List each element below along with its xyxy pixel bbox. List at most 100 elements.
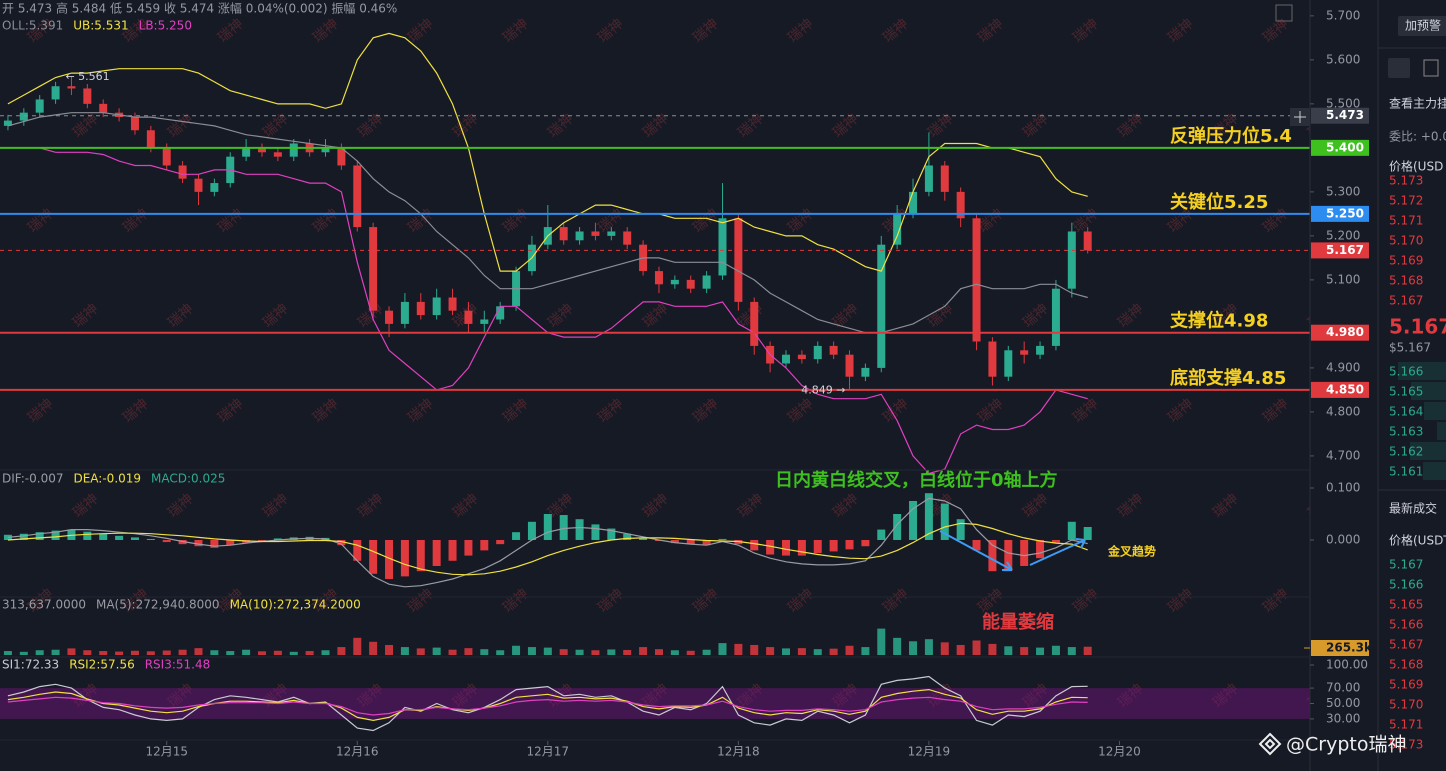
- macd-bar: [273, 538, 282, 540]
- candle-body: [988, 341, 997, 377]
- volume-bar: [543, 647, 552, 655]
- volume-bar: [623, 649, 632, 655]
- candle-body: [877, 244, 886, 368]
- trade-price: 5.171: [1389, 718, 1423, 732]
- price-tag-label: 5.400: [1326, 140, 1364, 154]
- ask-price: 5.168: [1389, 274, 1423, 288]
- macd-bar: [924, 493, 933, 540]
- trades-header: 价格(USDT: [1389, 533, 1446, 548]
- volume-bar: [1036, 647, 1045, 655]
- candle-body: [1067, 231, 1076, 289]
- macd-bar: [623, 533, 632, 540]
- volume-bar: [1004, 646, 1013, 655]
- volume-bar: [51, 649, 60, 655]
- depth-icon[interactable]: [1423, 59, 1439, 77]
- volume-bar: [956, 644, 965, 655]
- volume-bar: [321, 650, 330, 655]
- macd-bar: [480, 539, 489, 551]
- volume-bar: [734, 643, 743, 655]
- macd-bar: [385, 539, 394, 579]
- depth-title: 查看主力挂: [1389, 97, 1446, 111]
- price-tag-label: 4.850: [1326, 382, 1364, 396]
- macd-bar: [861, 539, 870, 547]
- volume-bar: [845, 645, 854, 655]
- expand-icon[interactable]: [1275, 4, 1293, 22]
- bid-depth: [1423, 462, 1446, 480]
- macd-bar: [512, 532, 521, 540]
- level-label: 关键位5.25: [1170, 191, 1268, 213]
- y-tick-label: 5.300: [1326, 184, 1360, 198]
- macd-bar: [448, 539, 457, 561]
- macd-bar: [1051, 539, 1060, 543]
- candle-body: [273, 152, 282, 157]
- volume-bar: [289, 651, 298, 655]
- crosshair-button[interactable]: [1290, 108, 1310, 126]
- volume-bar: [178, 649, 187, 655]
- legend-entry: OLL:5.391: [2, 19, 63, 33]
- price-header: 价格(USD: [1389, 159, 1443, 174]
- ask-price: 5.170: [1389, 234, 1423, 248]
- sidebar-button[interactable]: 加预警: [1398, 16, 1446, 36]
- candle-body: [337, 147, 346, 166]
- bid-price: 5.163: [1389, 425, 1423, 439]
- depth-icon[interactable]: [1388, 58, 1410, 78]
- macd-bar: [496, 539, 505, 545]
- bid-depth: [1424, 402, 1446, 420]
- candle-body: [353, 165, 362, 228]
- price-tag-label: 5.167: [1326, 243, 1364, 257]
- y-tick-label: 50.00: [1326, 696, 1360, 710]
- indicator-line: [7, 675, 1088, 732]
- macd-bar: [226, 539, 235, 546]
- macd-bar: [464, 539, 473, 556]
- macd-bar: [194, 539, 203, 547]
- candle-body: [369, 227, 378, 311]
- macd-bar: [845, 539, 854, 550]
- trade-price: 5.169: [1389, 678, 1423, 692]
- bid-price: 5.166: [1389, 365, 1423, 379]
- bid-price: 5.165: [1389, 385, 1423, 399]
- volume-bar: [750, 644, 759, 655]
- arrow: [939, 530, 1013, 571]
- indicator-line: [7, 112, 1088, 334]
- macd-bar: [337, 539, 346, 546]
- volume-bar: [654, 649, 663, 655]
- candle-body: [654, 271, 663, 285]
- x-tick-label: 12月19: [908, 745, 951, 759]
- price-tag: [1311, 107, 1369, 124]
- bid-depth: [1411, 382, 1446, 400]
- volume-bar: [893, 637, 902, 655]
- x-tick-label: 12月17: [527, 745, 570, 759]
- candle-body: [432, 297, 441, 316]
- candle-body: [480, 319, 489, 324]
- volume-bar: [670, 650, 679, 655]
- bid-price: 5.161: [1389, 465, 1423, 479]
- y-tick-label: 30.00: [1326, 711, 1360, 725]
- volume-bar: [1020, 647, 1029, 655]
- legend-entry: SI1:72.33: [2, 658, 59, 672]
- annotation: 日内黄白线交叉，白线位于0轴上方: [775, 469, 1058, 491]
- candle-body: [702, 275, 711, 289]
- macd-bar: [1083, 526, 1092, 540]
- y-tick-label: 0.000: [1326, 532, 1360, 546]
- candle-body: [416, 301, 425, 316]
- volume-bar: [496, 650, 505, 655]
- volume-bar: [877, 628, 886, 655]
- volume-bar: [972, 640, 981, 655]
- footer-watermark: @Crypto瑞神: [1258, 732, 1406, 756]
- volume-bar: [829, 648, 838, 655]
- legend-entry: UB:5.531: [73, 19, 128, 33]
- candle-body: [130, 117, 139, 131]
- macd-bar: [115, 535, 124, 540]
- candle-body: [99, 103, 108, 113]
- legend-entry: MACD:0.025: [151, 472, 225, 486]
- candle-body: [35, 99, 44, 113]
- candle-body: [1051, 288, 1060, 346]
- level-label: 支撑位4.98: [1169, 310, 1268, 332]
- macd-bar: [877, 529, 886, 540]
- volume-bar: [686, 650, 695, 655]
- plus-icon: [1294, 111, 1306, 123]
- macd-bar: [527, 521, 536, 540]
- last-usd: $5.167: [1389, 341, 1431, 355]
- y-tick-label: 100.00: [1326, 658, 1368, 672]
- macd-bar: [432, 539, 441, 566]
